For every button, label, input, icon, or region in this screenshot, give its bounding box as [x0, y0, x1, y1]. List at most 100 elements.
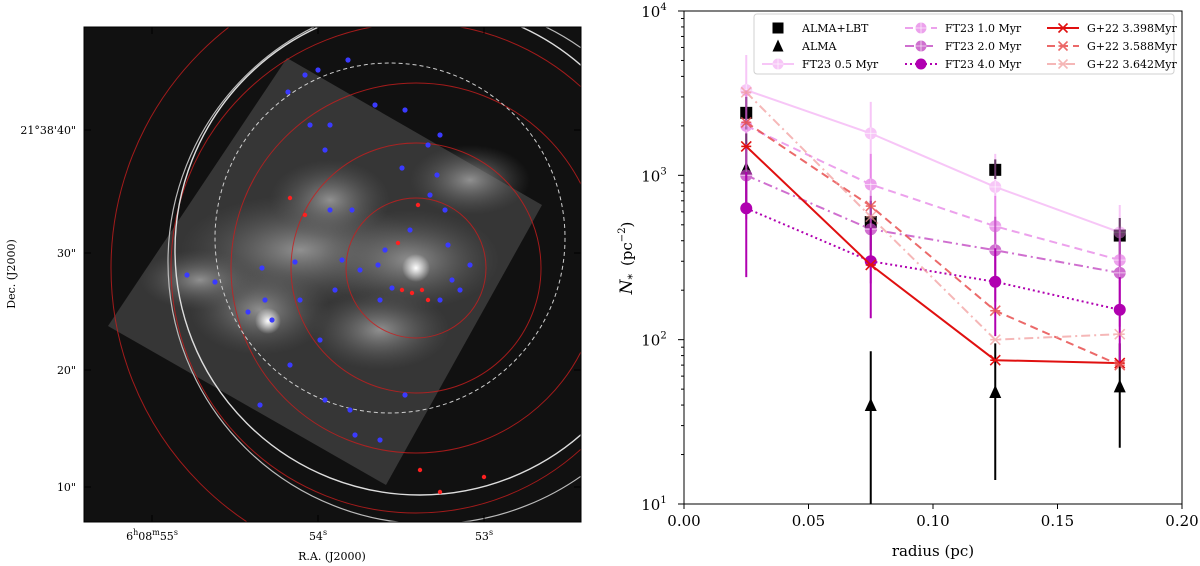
blue-source-marker: [449, 277, 455, 283]
red-source-marker: [437, 489, 443, 495]
legend-entry: [1047, 22, 1079, 34]
blue-source-marker: [315, 67, 321, 73]
blue-source-marker: [467, 262, 473, 268]
density-chart: 0.00 0.05 0.10 0.15 0.20 101 102 103 104 ALMA+LB…: [617, 2, 1199, 560]
chart-axis-ticks: 0.00 0.05 0.10 0.15 0.20 101 102 103 104: [641, 2, 1198, 530]
star-marker: [989, 334, 1001, 346]
star-marker: [1114, 359, 1126, 371]
star-marker: [865, 200, 877, 212]
series-g-22-3-398myr: [740, 140, 1126, 369]
series-g-22-3-642myr: [740, 86, 1126, 346]
legend-entry: [905, 58, 937, 70]
blue-source-marker: [372, 102, 378, 108]
dec-tick-label: 20": [57, 364, 76, 377]
red-aperture-ring: [170, 27, 581, 514]
legend-label: FT23 2.0 Myr: [945, 40, 1022, 53]
blue-source-marker: [349, 207, 355, 213]
source-markers: [184, 57, 487, 495]
bright-source: [255, 308, 281, 334]
image-content: [108, 27, 581, 522]
legend-entry: [772, 22, 784, 34]
series-line: [745, 91, 1120, 341]
blue-source-marker: [382, 247, 388, 253]
star-marker: [865, 211, 877, 223]
aperture-rings: [110, 27, 581, 522]
red-source-marker: [481, 474, 487, 480]
blue-source-marker: [407, 227, 413, 233]
red-aperture-ring: [290, 142, 542, 394]
blue-source-marker: [357, 267, 363, 273]
red-aperture-ring: [345, 197, 487, 339]
blue-source-marker: [352, 432, 358, 438]
blue-source-marker: [377, 297, 383, 303]
plus-marker-dot: [915, 40, 927, 52]
legend-label: FT23 0.5 Myr: [802, 58, 879, 71]
legend-label: FT23 1.0 Myr: [945, 22, 1022, 35]
dashed-aperture-ring: [214, 62, 566, 414]
blue-source-marker: [302, 72, 308, 78]
blue-source-marker: [339, 257, 345, 263]
legend-entry: [772, 39, 784, 52]
circle-marker: [1113, 303, 1126, 316]
x-tick-label: 0.20: [1165, 512, 1198, 530]
star-marker: [989, 354, 1001, 366]
red-aperture-ring: [110, 27, 249, 522]
red-source-marker: [417, 467, 423, 473]
red-source-marker: [409, 290, 415, 296]
series-ft23-1-0-myr: [740, 90, 1126, 311]
chart-x-axis-label: radius (pc): [892, 542, 974, 560]
plus-marker-dot: [864, 127, 877, 140]
blue-source-marker: [259, 265, 265, 271]
blue-source-marker: [327, 122, 333, 128]
blue-source-marker: [402, 107, 408, 113]
circle-marker: [989, 275, 1002, 288]
chart-y-axis-label: N*(pc−2): [617, 222, 639, 296]
plus-marker-dot: [1113, 266, 1126, 279]
legend-entry: [905, 22, 937, 34]
square-marker: [989, 163, 1002, 176]
circle-marker: [740, 202, 753, 215]
series-line: [745, 207, 1120, 311]
legend-entry: [1047, 40, 1079, 52]
plus-marker: [864, 127, 877, 140]
blue-source-marker: [402, 392, 408, 398]
bright-source: [402, 254, 430, 282]
series-line: [745, 121, 1121, 367]
series-alma: [740, 133, 1126, 504]
plus-marker: [989, 180, 1002, 193]
blue-source-marker: [445, 242, 451, 248]
blue-source-marker: [327, 207, 333, 213]
blue-source-marker: [399, 165, 405, 171]
x-tick-label: 0.15: [1041, 512, 1074, 530]
ra-tick-label: 54s: [309, 528, 327, 543]
red-source-marker: [415, 202, 421, 208]
star-marker: [1114, 328, 1126, 340]
series-line: [745, 89, 1121, 234]
star-marker: [740, 116, 752, 128]
blue-source-marker: [437, 297, 443, 303]
blue-source-marker: [285, 89, 291, 95]
blue-source-marker: [269, 317, 275, 323]
blue-source-marker: [245, 309, 251, 315]
red-source-marker: [302, 212, 308, 218]
series-line: [745, 124, 1121, 262]
plus-marker-dot: [915, 22, 927, 34]
legend-entry: [762, 58, 794, 70]
x-tick-label: 0.00: [667, 512, 700, 530]
circle-marker: [915, 58, 927, 70]
plus-marker: [772, 58, 784, 70]
dec-axis-label: Dec. (J2000): [5, 239, 18, 308]
blue-source-marker: [427, 192, 433, 198]
red-source-marker: [419, 287, 425, 293]
series-line: [745, 145, 1120, 365]
blue-source-marker: [347, 407, 353, 413]
star-marker: [1057, 58, 1069, 70]
star-marker: [740, 140, 752, 152]
legend-label: G+22 3.588Myr: [1087, 40, 1177, 53]
x-tick-label: 0.05: [792, 512, 825, 530]
blue-source-marker: [184, 272, 190, 278]
blue-source-marker: [317, 337, 323, 343]
blue-source-marker: [212, 279, 218, 285]
triangle-marker: [864, 398, 877, 412]
